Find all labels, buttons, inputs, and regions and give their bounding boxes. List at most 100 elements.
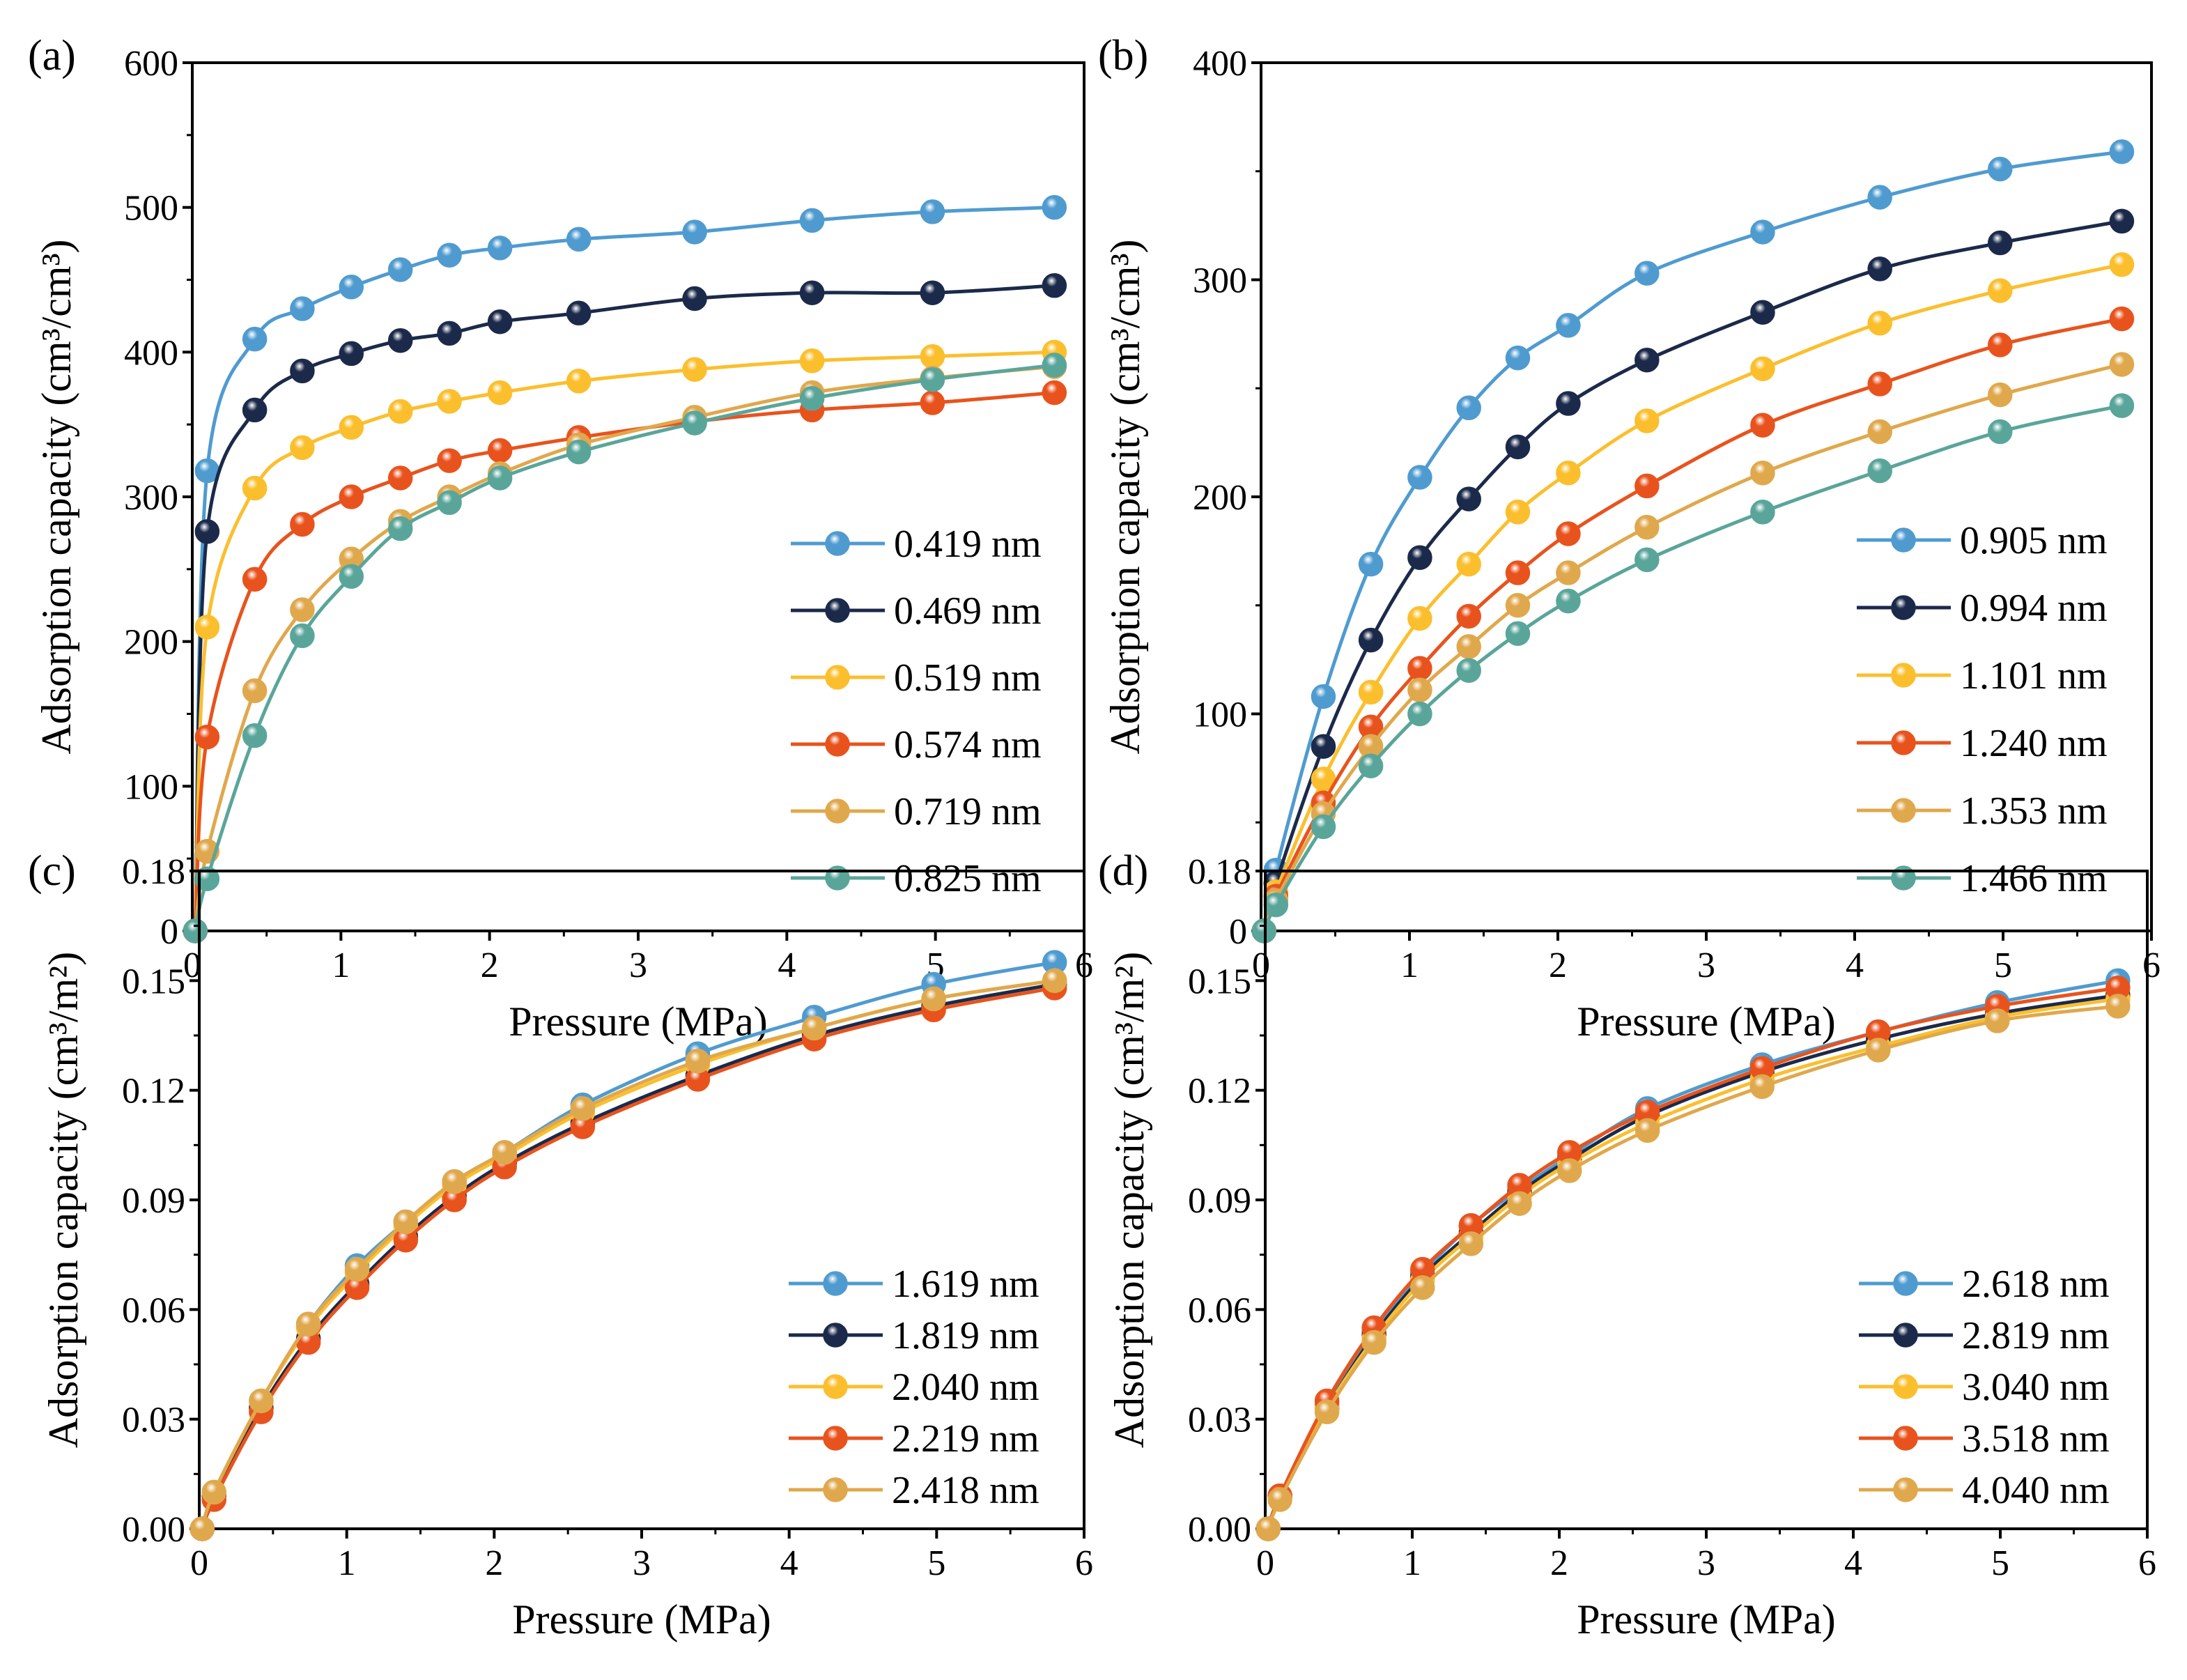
data-point: [242, 475, 268, 501]
data-point: [387, 516, 413, 541]
legend-item: 1.353 nm: [1857, 789, 2108, 833]
data-point: [194, 866, 220, 891]
data-point: [1042, 380, 1067, 406]
data-point: [339, 484, 364, 509]
data-point: [566, 226, 592, 252]
data-point: [799, 208, 825, 233]
data-point: [487, 309, 513, 334]
x-tick-label: 3: [629, 946, 647, 985]
series-line: [1266, 997, 2119, 1529]
y-tick-label: 0.00: [122, 1510, 185, 1550]
legend-label: 2.219 nm: [892, 1417, 1040, 1461]
data-point: [242, 723, 268, 748]
legend-item: 0.419 nm: [791, 523, 1042, 566]
legend-item: 2.418 nm: [789, 1469, 1040, 1512]
y-tick-label: 0.09: [1188, 1181, 1251, 1221]
y-tick-label: 100: [124, 767, 178, 807]
panel-label: (a): [28, 32, 76, 79]
data-point: [682, 410, 707, 436]
data-point: [2109, 208, 2135, 234]
series-line: [1266, 986, 2119, 1529]
legend-marker: [823, 1323, 848, 1348]
legend-label: 0.719 nm: [894, 790, 1042, 833]
x-tick-label: 6: [2142, 946, 2161, 985]
data-point: [249, 1388, 274, 1414]
data-point: [1042, 353, 1067, 378]
x-tick-label: 2: [481, 946, 499, 985]
series-0-994-nm: [1251, 208, 2135, 943]
data-point: [442, 1169, 467, 1194]
x-tick-label: 6: [2138, 1543, 2156, 1583]
data-point: [290, 358, 315, 384]
panel-label: (d): [1098, 847, 1148, 895]
legend-marker: [825, 598, 850, 623]
y-tick-label: 0.15: [122, 962, 185, 1001]
data-point: [566, 300, 592, 326]
data-point: [1507, 1191, 1532, 1216]
data-point: [1361, 1330, 1386, 1355]
data-point: [242, 397, 268, 423]
y-tick-label: 600: [124, 44, 178, 84]
data-point: [1987, 230, 2013, 256]
data-point: [242, 678, 268, 704]
data-point: [1635, 473, 1660, 499]
x-tick-label: 3: [1697, 946, 1715, 985]
data-point: [1867, 311, 1892, 336]
data-point: [1867, 458, 1892, 484]
data-point: [682, 219, 707, 245]
y-tick-label: 0: [1229, 912, 1247, 952]
x-axis-title: Pressure (MPa): [509, 999, 768, 1045]
legend-label: 1.466 nm: [1960, 857, 2108, 900]
data-point: [1556, 313, 1581, 338]
legend-label: 1.819 nm: [892, 1314, 1040, 1357]
series-0-825-nm: [183, 353, 1067, 943]
x-tick-label: 4: [778, 946, 796, 985]
legend-item: 2.819 nm: [1859, 1314, 2110, 1357]
y-tick-label: 400: [124, 333, 178, 373]
x-tick-label: 5: [1991, 1543, 2009, 1583]
data-point: [920, 390, 945, 415]
legend-marker: [825, 665, 850, 690]
data-point: [190, 1516, 215, 1541]
data-point: [1505, 345, 1531, 371]
legend-marker: [1893, 1271, 1918, 1296]
x-tick-label: 0: [1256, 1543, 1274, 1583]
y-axis-title: Adsorption capacity (cm³/m²): [1106, 952, 1152, 1448]
data-point: [1456, 395, 1481, 421]
y-tick-label: 0.03: [1188, 1401, 1251, 1440]
data-point: [2109, 306, 2135, 332]
x-axis-title: Pressure (MPa): [1577, 999, 1836, 1045]
data-point: [487, 438, 513, 463]
legend-label: 1.240 nm: [1960, 722, 2108, 765]
data-point: [1456, 658, 1481, 683]
data-point: [1556, 391, 1581, 416]
data-point: [566, 369, 592, 394]
legend-marker: [823, 1426, 848, 1451]
legend-marker: [823, 1271, 848, 1296]
data-point: [2109, 352, 2135, 377]
data-point: [194, 615, 220, 640]
data-point: [1505, 560, 1531, 585]
x-tick-label: 3: [1697, 1543, 1715, 1583]
data-point: [1311, 684, 1336, 709]
y-tick-label: 100: [1193, 695, 1247, 735]
legend-marker: [825, 732, 850, 757]
data-point: [387, 465, 413, 491]
data-point: [1987, 156, 2013, 182]
legend-marker: [1893, 1426, 1918, 1451]
legend-label: 0.905 nm: [1960, 519, 2108, 562]
y-tick-label: 0.12: [122, 1072, 185, 1111]
y-tick-label: 0.12: [1188, 1072, 1251, 1111]
data-point: [387, 399, 413, 424]
legend-item: 0.574 nm: [791, 723, 1042, 766]
data-point: [682, 357, 707, 383]
data-point: [1267, 1487, 1292, 1512]
data-point: [1407, 465, 1432, 490]
data-point: [799, 386, 825, 411]
legend-item: 2.618 nm: [1859, 1263, 2110, 1306]
legend-label: 2.618 nm: [1962, 1263, 2110, 1306]
x-tick-label: 3: [633, 1543, 651, 1583]
x-tick-label: 2: [485, 1543, 503, 1583]
data-point: [799, 280, 825, 305]
data-point: [1042, 273, 1067, 298]
